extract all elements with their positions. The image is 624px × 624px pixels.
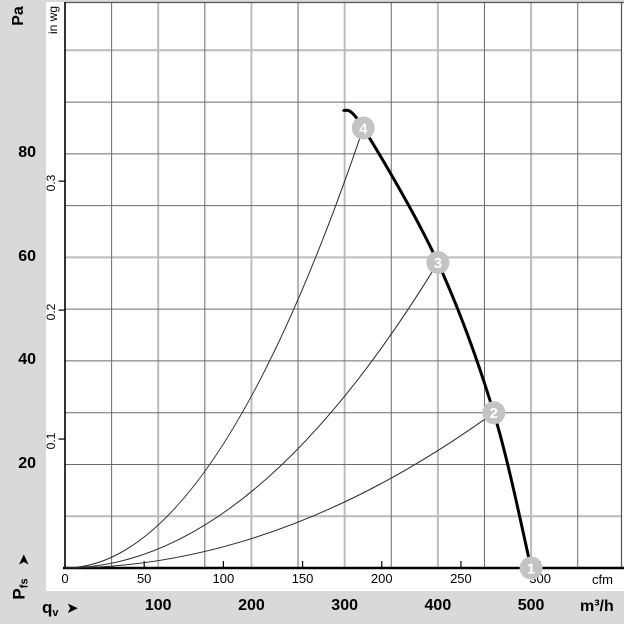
pa-tick-60: 60 xyxy=(18,247,36,265)
cfm-tick-200: 200 xyxy=(370,571,393,586)
inwg-tick-0.3: 0.3 xyxy=(44,174,58,192)
m3h-tick-500: 500 xyxy=(517,597,545,614)
m3h-unit-label: m³/h xyxy=(580,598,614,615)
cfm-unit-label: cfm xyxy=(592,572,613,587)
flow-symbol: q xyxy=(42,598,53,617)
plot-area-background xyxy=(46,2,624,591)
m3h-tick-400: 400 xyxy=(424,597,452,614)
cfm-tick-50: 50 xyxy=(136,571,152,586)
pressure-axis-label: Pfs xyxy=(10,578,31,599)
flow-symbol-subscript: v xyxy=(52,607,59,619)
pressure-arrow-icon: ➤ xyxy=(15,553,33,567)
cfm-tick-150: 150 xyxy=(291,571,314,586)
m3h-tick-100: 100 xyxy=(144,597,172,614)
pa-tick-80: 80 xyxy=(18,144,36,162)
pressure-symbol-subscript: fs xyxy=(18,578,31,589)
pa-unit-label: Pa xyxy=(10,6,27,26)
m3h-tick-300: 300 xyxy=(331,597,358,614)
pa-tick-20: 20 xyxy=(18,454,36,472)
inwg-tick-0.1: 0.1 xyxy=(44,432,58,450)
cfm-tick-0: 0 xyxy=(61,571,69,586)
cfm-tick-250: 250 xyxy=(450,571,472,586)
m3h-tick-200: 200 xyxy=(238,597,265,614)
flow-arrow-icon: ➤ xyxy=(66,600,79,617)
pressure-symbol: P xyxy=(9,588,29,600)
flow-axis-label: qv xyxy=(42,598,59,619)
inwg-unit-label: in wg xyxy=(46,5,60,35)
inwg-tick-0.2: 0.2 xyxy=(44,303,58,321)
pa-tick-40: 40 xyxy=(18,351,36,369)
cfm-tick-100: 100 xyxy=(212,571,235,586)
cfm-tick-300: 300 xyxy=(529,571,551,586)
